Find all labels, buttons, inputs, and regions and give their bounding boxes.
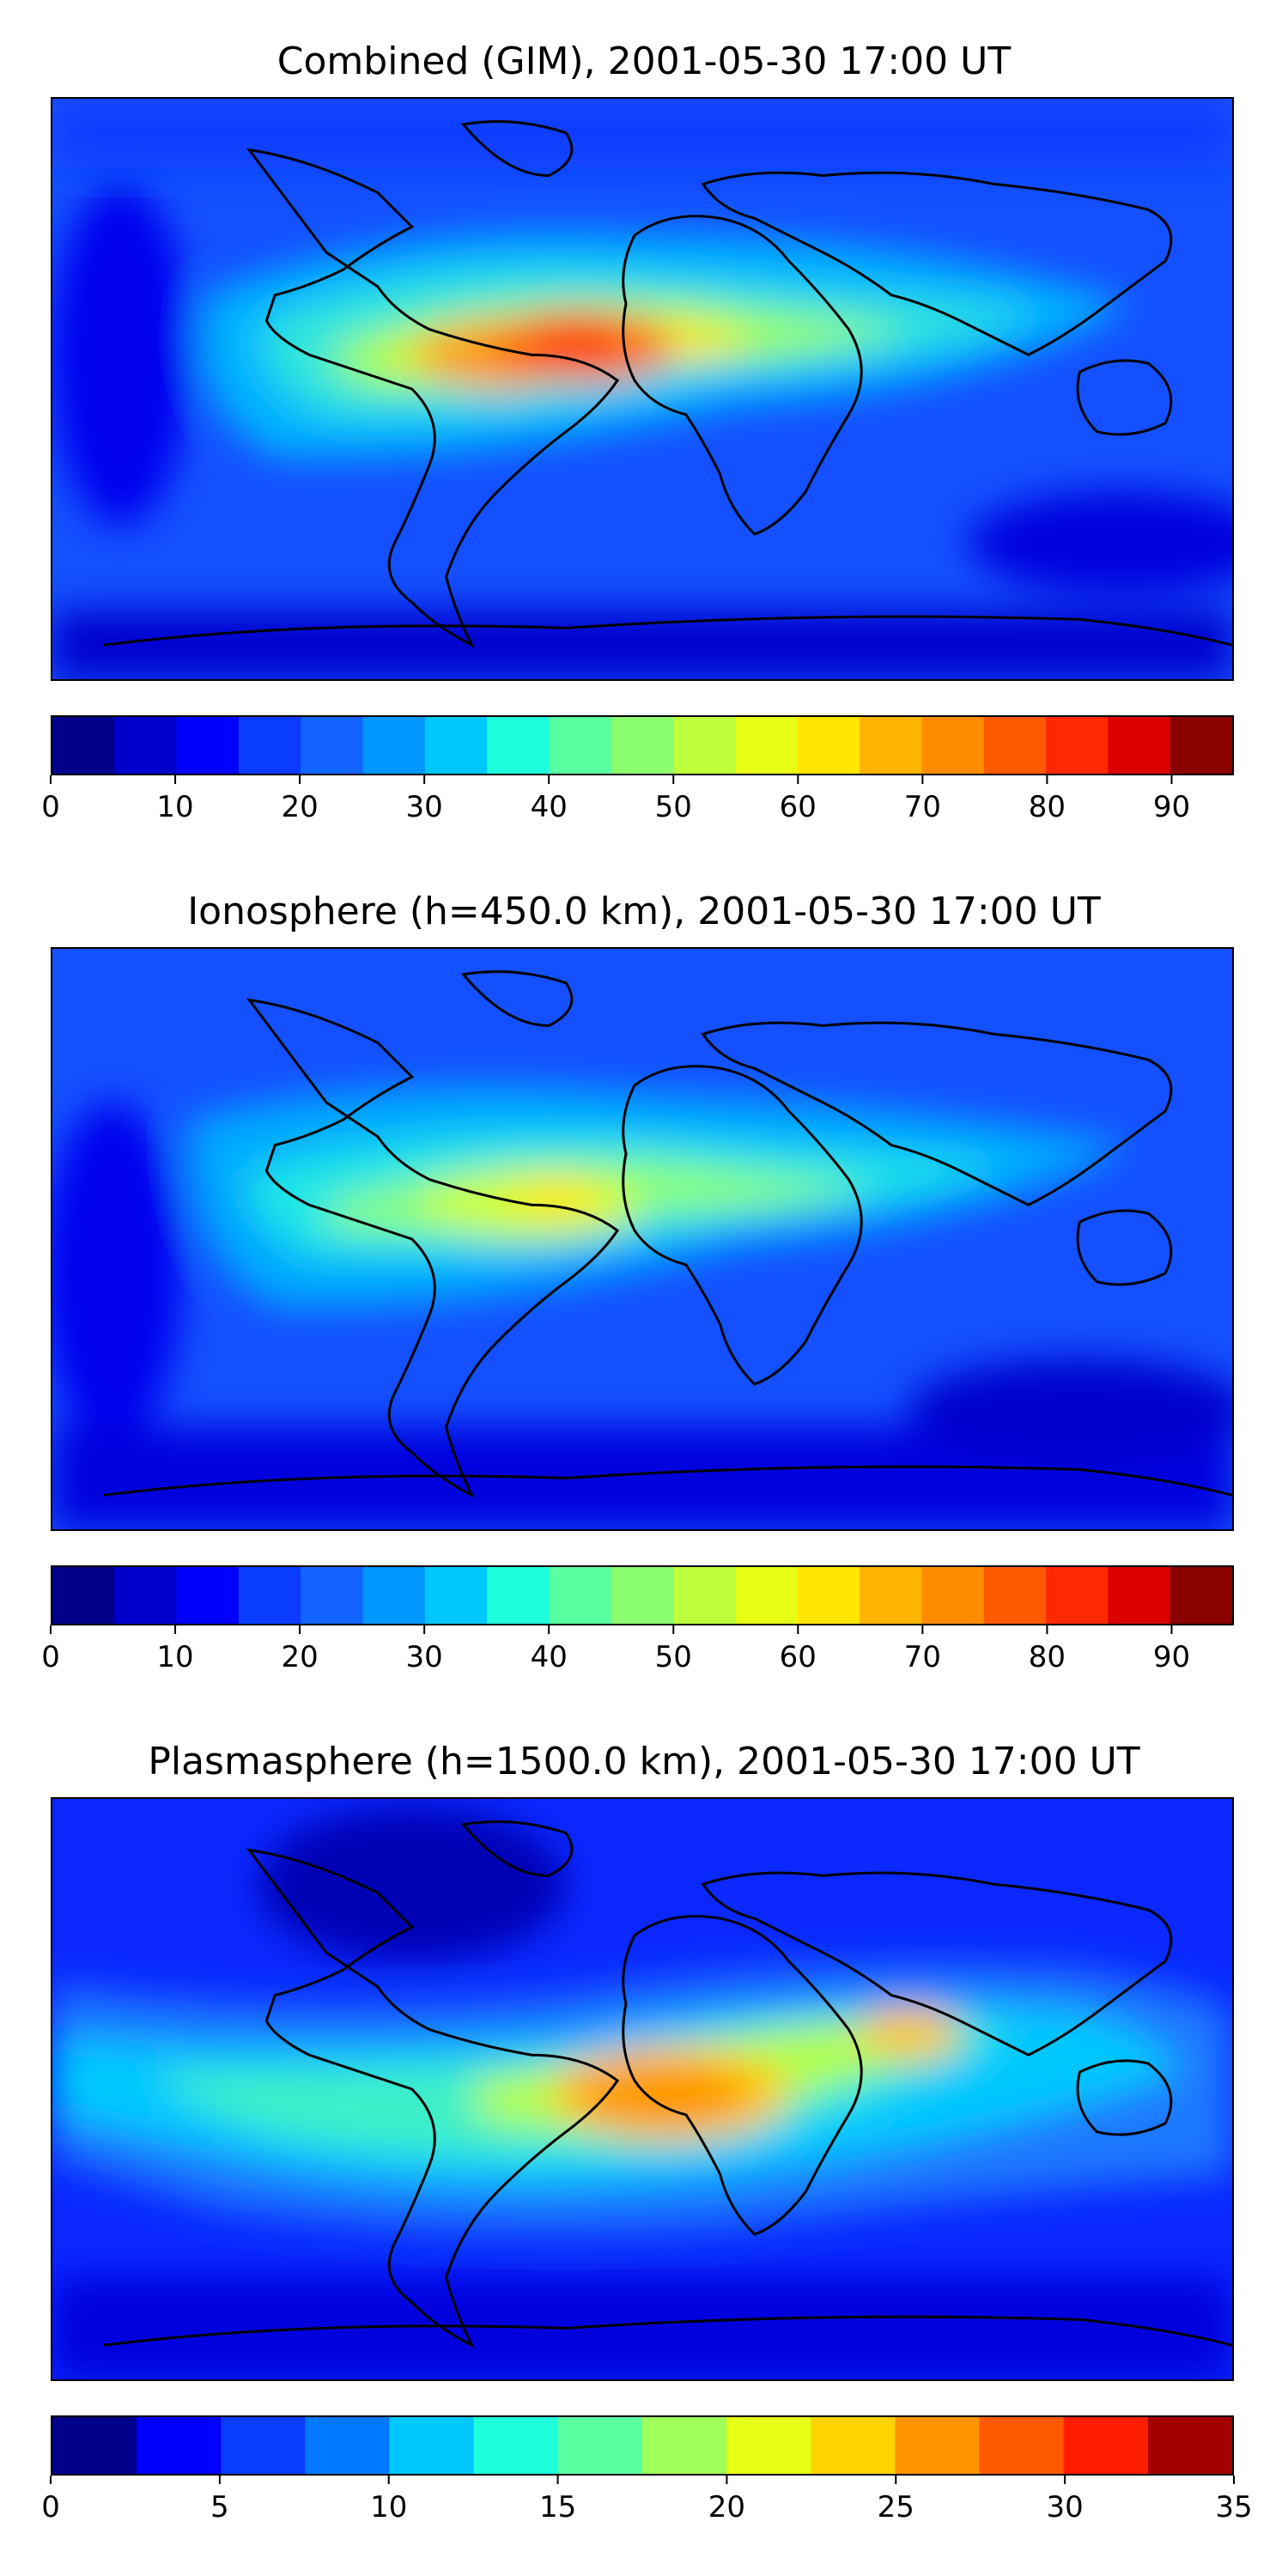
colorbar-segment — [549, 717, 612, 774]
colorbar-segment — [389, 2417, 475, 2474]
colorbar-tick-label: 15 — [539, 2490, 576, 2524]
colorbar-ticks-ionosphere: 0 10 20 30 40 50 60 70 80 90 — [41, 1625, 1234, 1677]
colorbar-segment — [735, 1567, 799, 1624]
colorbar-tick-label: 20 — [708, 2490, 745, 2524]
colorbar-tick-label: 10 — [156, 1640, 193, 1674]
colorbar-segment — [301, 1567, 364, 1624]
colorbar-segment — [979, 2417, 1065, 2474]
colorbar-segment — [611, 717, 674, 774]
colorbar-tick-label: 80 — [1029, 790, 1066, 824]
map-combined — [51, 97, 1234, 681]
colorbar-segment — [52, 2417, 137, 2474]
colorbar-segment — [1046, 1567, 1109, 1624]
map-ionosphere — [51, 947, 1234, 1531]
colorbar-segment — [424, 1567, 488, 1624]
colorbar-segment — [238, 1567, 301, 1624]
colorbar-tick-label: 60 — [780, 1640, 817, 1674]
colorbar-segment — [176, 717, 240, 774]
colorbar-segment — [362, 1567, 426, 1624]
colorbar-segment — [735, 717, 799, 774]
colorbar-segment — [52, 1567, 115, 1624]
colorbar-ionosphere — [51, 1565, 1234, 1625]
colorbar-segment — [549, 1567, 612, 1624]
colorbar-segment — [1170, 1567, 1232, 1624]
colorbar-segment — [362, 717, 426, 774]
colorbar-segment — [52, 717, 115, 774]
colorbar-segment — [1108, 717, 1171, 774]
colorbar-segment — [424, 717, 488, 774]
colorbar-segment — [1170, 717, 1232, 774]
colorbar-segment — [797, 717, 860, 774]
colorbar-tick-label: 10 — [370, 2490, 407, 2524]
colorbar-tick-label: 0 — [41, 2490, 60, 2524]
colorbar-segment — [921, 1567, 985, 1624]
colorbar-segment — [797, 1567, 860, 1624]
colorbar-tick-label: 30 — [406, 1640, 443, 1674]
colorbar-tick-label: 50 — [655, 1640, 692, 1674]
coastlines — [103, 120, 1232, 648]
colorbar-tick-label: 25 — [878, 2490, 914, 2524]
colorbar-segment — [114, 1567, 178, 1624]
colorbar-ticks-plasmasphere: 0 5 10 15 20 25 30 35 — [41, 2476, 1253, 2527]
colorbar-segment — [176, 1567, 240, 1624]
colorbar-segment — [860, 1567, 923, 1624]
colorbar-segment — [673, 1567, 737, 1624]
colorbar-segment — [1108, 1567, 1171, 1624]
colorbar-segment — [642, 2417, 727, 2474]
colorbar-segment — [611, 1567, 674, 1624]
panel-title-plasmasphere: Plasmasphere (h=1500.0 km), 2001-05-30 1… — [148, 1740, 1140, 1783]
colorbar-segment — [895, 2417, 981, 2474]
colorbar-tick-label: 5 — [210, 2490, 229, 2524]
colorbar-tick-label: 0 — [41, 790, 60, 824]
colorbar-combined — [51, 715, 1234, 775]
colorbar-tick-label: 20 — [281, 790, 318, 824]
colorbar-segment — [1147, 2417, 1232, 2474]
colorbar-segment — [301, 717, 364, 774]
colorbar-segment — [983, 1567, 1047, 1624]
colorbar-tick-label: 40 — [531, 1640, 568, 1674]
colorbar-segment — [221, 2417, 307, 2474]
colorbar-segment — [860, 717, 923, 774]
colorbar-tick-label: 80 — [1029, 1640, 1066, 1674]
colorbar-tick-label: 70 — [904, 1640, 941, 1674]
colorbar-tick-label: 70 — [904, 790, 941, 824]
colorbar-segment — [921, 717, 985, 774]
colorbar-tick-label: 20 — [281, 1640, 318, 1674]
colorbar-tick-label: 50 — [655, 790, 692, 824]
colorbar-segment — [487, 717, 550, 774]
colorbar-segment — [137, 2417, 222, 2474]
colorbar-segment — [487, 1567, 550, 1624]
colorbar-tick-label: 30 — [1047, 2490, 1084, 2524]
colorbar-tick-label: 60 — [780, 790, 817, 824]
colorbar-ticks-combined: 0 10 20 30 40 50 60 70 80 90 — [41, 775, 1234, 827]
colorbar-segment — [305, 2417, 391, 2474]
colorbar-segment — [983, 717, 1047, 774]
map-plasmasphere — [51, 1797, 1234, 2381]
colorbar-tick-label: 90 — [1153, 1640, 1190, 1674]
colorbar-segment — [557, 2417, 643, 2474]
colorbar-segment — [1063, 2417, 1149, 2474]
colorbar-tick-label: 30 — [406, 790, 443, 824]
colorbar-segment — [473, 2417, 559, 2474]
panel-title-ionosphere: Ionosphere (h=450.0 km), 2001-05-30 17:0… — [187, 890, 1101, 933]
panel-title-combined: Combined (GIM), 2001-05-30 17:00 UT — [276, 39, 1012, 83]
colorbar-tick-label: 90 — [1153, 790, 1190, 824]
colorbar-plasmasphere — [51, 2415, 1234, 2476]
colorbar-segment — [114, 717, 178, 774]
colorbar-tick-label: 40 — [531, 790, 568, 824]
colorbar-segment — [811, 2417, 896, 2474]
colorbar-segment — [1046, 717, 1109, 774]
colorbar-segment — [726, 2417, 811, 2474]
colorbar-segment — [238, 717, 301, 774]
colorbar-tick-label: 35 — [1215, 2490, 1252, 2524]
colorbar-tick-label: 10 — [156, 790, 193, 824]
colorbar-tick-label: 0 — [41, 1640, 60, 1674]
colorbar-segment — [673, 717, 737, 774]
